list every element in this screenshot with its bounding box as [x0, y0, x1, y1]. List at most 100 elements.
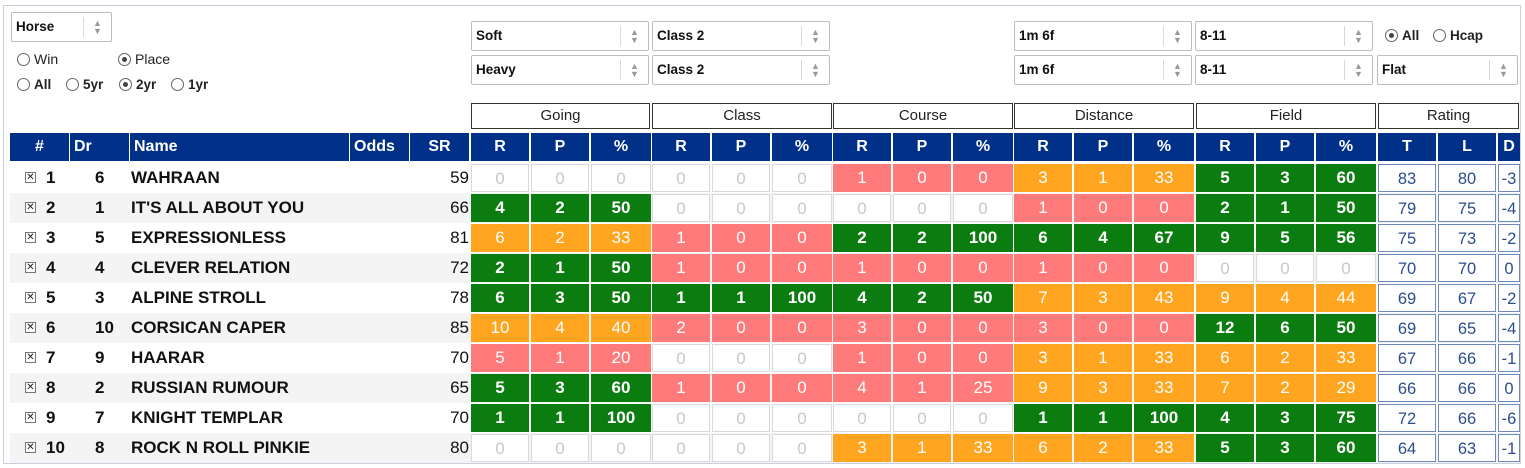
race-type-select[interactable]: Flat ▲ ▼: [1377, 55, 1518, 85]
class-today-select[interactable]: Class 2 ▲ ▼: [652, 55, 830, 85]
going-today-select[interactable]: Heavy ▲ ▼: [471, 55, 649, 85]
radio-period-all[interactable]: All: [17, 76, 51, 94]
radio-circle-icon: [118, 53, 131, 66]
stat-class-r: 1: [652, 284, 710, 312]
horse-name[interactable]: CORSICAN CAPER: [131, 318, 286, 337]
col-field-p[interactable]: P: [1256, 133, 1314, 161]
stat-distance-pct: 33: [1134, 374, 1194, 402]
rating-t: 70: [1378, 254, 1436, 282]
stat-course-r: 4: [833, 284, 891, 312]
radio-period-1yr[interactable]: 1yr: [171, 76, 208, 94]
stat-distance-pct: 33: [1134, 164, 1194, 192]
horse-name[interactable]: EXPRESSIONLESS: [131, 228, 286, 247]
course-filter-select[interactable]: 1m 6f ▲ ▼: [1014, 21, 1192, 51]
col-class-p[interactable]: P: [712, 133, 770, 161]
stat-class-r: 1: [652, 224, 710, 252]
stat-course-p: 0: [893, 344, 951, 372]
horse-name[interactable]: IT'S ALL ABOUT YOU: [131, 198, 305, 217]
stat-class-pct: 100: [772, 284, 832, 312]
col-field-r[interactable]: R: [1196, 133, 1254, 161]
remove-checkbox-icon[interactable]: ✕: [25, 172, 36, 183]
radio-period-5yr[interactable]: 5yr: [66, 76, 103, 94]
col-class-pct[interactable]: %: [772, 133, 832, 161]
stat-field-r: 12: [1196, 314, 1254, 342]
field-today-select[interactable]: 8-11 ▲ ▼: [1195, 55, 1373, 85]
row-sr: 85: [450, 318, 469, 337]
going-filter-select[interactable]: Soft ▲ ▼: [471, 21, 649, 51]
remove-checkbox-icon[interactable]: ✕: [25, 232, 36, 243]
col-field-pct[interactable]: %: [1316, 133, 1376, 161]
remove-checkbox-icon[interactable]: ✕: [25, 322, 36, 333]
stat-distance-pct: 33: [1134, 434, 1194, 462]
stat-class-p: 0: [712, 374, 770, 402]
stat-going-pct: 100: [591, 404, 651, 432]
col-rating-t[interactable]: T: [1378, 133, 1436, 161]
col-sr[interactable]: SR: [410, 133, 469, 161]
col-num[interactable]: #: [10, 133, 69, 161]
stat-field-pct: 56: [1316, 224, 1376, 252]
radio-race-all[interactable]: All: [1385, 27, 1419, 45]
rating-l: 66: [1438, 404, 1496, 432]
rating-l: 67: [1438, 284, 1496, 312]
stat-field-pct: 75: [1316, 404, 1376, 432]
stat-class-p: 0: [712, 224, 770, 252]
col-distance-r[interactable]: R: [1014, 133, 1072, 161]
horse-name[interactable]: KNIGHT TEMPLAR: [131, 408, 284, 427]
stat-class-p: 0: [712, 254, 770, 282]
rating-d: -2: [1498, 224, 1520, 252]
stat-distance-pct: 33: [1134, 344, 1194, 372]
remove-checkbox-icon[interactable]: ✕: [25, 442, 36, 453]
select-arrows-icon: ▲ ▼: [620, 60, 648, 80]
row-number: 7: [46, 348, 56, 367]
radio-race-hcap[interactable]: Hcap: [1433, 27, 1483, 45]
class-filter-select[interactable]: Class 2 ▲ ▼: [652, 21, 830, 51]
remove-checkbox-icon[interactable]: ✕: [25, 262, 36, 273]
horse-name[interactable]: CLEVER RELATION: [131, 258, 291, 277]
stat-course-pct: 50: [953, 284, 1013, 312]
col-class-r[interactable]: R: [652, 133, 710, 161]
col-course-pct[interactable]: %: [953, 133, 1013, 161]
stat-class-pct: 0: [772, 434, 832, 462]
horse-name[interactable]: ROCK N ROLL PINKIE: [131, 438, 311, 457]
col-distance-pct[interactable]: %: [1134, 133, 1194, 161]
row-draw: 1: [95, 198, 105, 217]
col-distance-p[interactable]: P: [1074, 133, 1132, 161]
col-name[interactable]: Name: [130, 133, 349, 161]
radio-period-2yr[interactable]: 2yr: [119, 76, 156, 94]
stat-going-r: 2: [471, 254, 529, 282]
table-row: ✕ 2 1 IT'S ALL ABOUT YOU 66 4 2 50 0 0 0 0 0 0 1 0 0 2 1 50…: [10, 193, 1520, 223]
col-rating-l[interactable]: L: [1438, 133, 1496, 161]
col-going-pct[interactable]: %: [591, 133, 651, 161]
col-rating-d[interactable]: D: [1498, 133, 1520, 161]
stat-course-p: 0: [893, 194, 951, 222]
col-going-r[interactable]: R: [471, 133, 529, 161]
col-course-p[interactable]: P: [893, 133, 951, 161]
remove-checkbox-icon[interactable]: ✕: [25, 202, 36, 213]
stat-distance-r: 7: [1014, 284, 1072, 312]
remove-checkbox-icon[interactable]: ✕: [25, 352, 36, 363]
stat-class-r: 1: [652, 374, 710, 402]
col-going-p[interactable]: P: [531, 133, 589, 161]
remove-checkbox-icon[interactable]: ✕: [25, 412, 36, 423]
col-dr[interactable]: Dr: [70, 133, 129, 161]
stat-going-pct: 50: [591, 194, 651, 222]
class-filter-value: Class 2: [657, 28, 705, 43]
horse-select[interactable]: Horse ▲ ▼: [11, 12, 112, 42]
radio-win[interactable]: Win: [17, 50, 58, 68]
horse-name[interactable]: WAHRAAN: [131, 168, 220, 187]
rating-d: -2: [1498, 284, 1520, 312]
col-course-r[interactable]: R: [833, 133, 891, 161]
col-odds[interactable]: Odds: [350, 133, 409, 161]
going-filter-value: Soft: [476, 28, 503, 43]
radio-place[interactable]: Place: [118, 50, 170, 68]
rating-l: 75: [1438, 194, 1496, 222]
horse-name[interactable]: ALPINE STROLL: [131, 288, 267, 307]
remove-checkbox-icon[interactable]: ✕: [25, 382, 36, 393]
course-today-select[interactable]: 1m 6f ▲ ▼: [1014, 55, 1192, 85]
horse-name[interactable]: HAARAR: [131, 348, 205, 367]
table-row: ✕ 3 5 EXPRESSIONLESS 81 6 2 33 1 0 0 2 2 100 6 4 67 9 5 56 7…: [10, 223, 1520, 253]
remove-checkbox-icon[interactable]: ✕: [25, 292, 36, 303]
horse-name[interactable]: RUSSIAN RUMOUR: [131, 378, 289, 397]
stat-distance-p: 0: [1074, 254, 1132, 282]
field-filter-select[interactable]: 8-11 ▲ ▼: [1195, 21, 1373, 51]
